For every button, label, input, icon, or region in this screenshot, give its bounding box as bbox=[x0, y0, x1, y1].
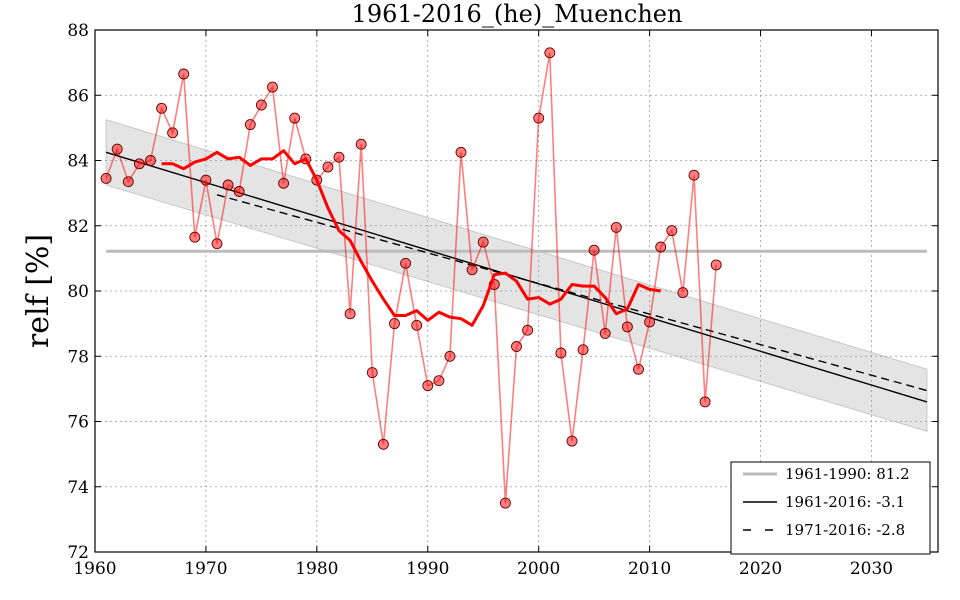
confidence-band-area bbox=[105, 119, 928, 432]
data-point-1965 bbox=[145, 155, 156, 166]
data-point-1961 bbox=[100, 172, 112, 184]
x-tick-label-1980: 1980 bbox=[295, 559, 338, 579]
data-point-1964 bbox=[133, 158, 145, 170]
data-point-2016 bbox=[710, 259, 722, 271]
axis-ticks: 1960 1970 1980 1990 2000 2010 2020 2030 72 74 76 78… bbox=[67, 21, 938, 579]
legend-box bbox=[730, 461, 931, 555]
data-point-1999 bbox=[522, 324, 534, 336]
data-point-2004 bbox=[577, 344, 589, 356]
y-tick-label-76: 76 bbox=[67, 413, 89, 433]
data-point-1987 bbox=[389, 318, 400, 330]
data-point-1998 bbox=[511, 341, 522, 352]
data-point-1988 bbox=[400, 257, 412, 269]
data-point-1981 bbox=[322, 161, 334, 173]
data-point-1969 bbox=[189, 231, 201, 243]
data-point-1963 bbox=[122, 176, 134, 188]
data-point-1997 bbox=[499, 497, 511, 509]
data-point-1962 bbox=[111, 143, 123, 155]
x-tick-label-2000: 2000 bbox=[517, 559, 560, 579]
y-tick-label-86: 86 bbox=[67, 86, 89, 106]
data-point-1986 bbox=[377, 438, 389, 450]
data-point-2011 bbox=[655, 241, 667, 253]
trend-line-4 bbox=[216, 194, 928, 392]
data-point-2012 bbox=[666, 225, 678, 237]
data-point-2009 bbox=[633, 363, 644, 375]
data-point-2008 bbox=[621, 321, 633, 333]
annual-line bbox=[105, 52, 717, 504]
data-point-2010 bbox=[644, 316, 656, 328]
x-tick-label-1990: 1990 bbox=[406, 559, 449, 579]
data-point-1977 bbox=[278, 177, 290, 189]
y-tick-label-84: 84 bbox=[67, 152, 89, 172]
y-tick-label-88: 88 bbox=[67, 21, 89, 41]
data-point-1994 bbox=[466, 264, 478, 276]
data-point-1972 bbox=[222, 179, 234, 191]
data-point-1978 bbox=[289, 112, 301, 124]
y-axis-label: relf [%] bbox=[21, 234, 56, 348]
data-point-1985 bbox=[366, 367, 378, 379]
data-point-1995 bbox=[477, 236, 489, 248]
data-point-2001 bbox=[544, 47, 556, 59]
data-point-1992 bbox=[444, 350, 456, 362]
x-tick-label-2010: 2010 bbox=[628, 559, 671, 579]
x-tick-label-2020: 2020 bbox=[739, 559, 782, 579]
x-tick-label-1960: 1960 bbox=[73, 559, 116, 579]
data-point-2006 bbox=[599, 327, 611, 339]
legend-label-0: 1961-1990: 81.2 bbox=[785, 465, 910, 483]
x-tick-label-2030: 2030 bbox=[850, 559, 893, 579]
confidence-band bbox=[105, 119, 928, 432]
legend-label-1: 1961-2016: -3.1 bbox=[785, 493, 905, 511]
data-point-1968 bbox=[178, 68, 190, 80]
y-tick-label-74: 74 bbox=[67, 478, 89, 498]
data-point-2002 bbox=[555, 347, 567, 359]
moving-average-line bbox=[161, 149, 661, 327]
moving-average-series bbox=[161, 149, 661, 327]
data-point-1989 bbox=[411, 319, 423, 331]
data-point-1976 bbox=[267, 81, 278, 93]
y-tick-label-72: 72 bbox=[67, 543, 89, 563]
data-point-1975 bbox=[255, 99, 267, 111]
data-point-2005 bbox=[588, 244, 600, 256]
y-tick-label-82: 82 bbox=[67, 217, 89, 237]
data-point-1966 bbox=[156, 102, 168, 114]
y-tick-label-80: 80 bbox=[67, 282, 89, 302]
x-tick-label-1970: 1970 bbox=[184, 559, 227, 579]
data-point-2015 bbox=[699, 396, 711, 408]
data-point-1982 bbox=[333, 151, 345, 163]
data-point-2007 bbox=[610, 221, 622, 233]
data-point-1993 bbox=[455, 146, 467, 158]
data-point-1970 bbox=[200, 174, 212, 186]
data-point-1990 bbox=[422, 380, 434, 392]
chart-title: 1961-2016_(he)_Muenchen bbox=[352, 0, 683, 28]
y-tick-label-78: 78 bbox=[67, 347, 89, 367]
data-point-2014 bbox=[688, 169, 700, 181]
data-point-1973 bbox=[233, 186, 245, 197]
data-point-1967 bbox=[167, 127, 179, 139]
data-point-1974 bbox=[244, 119, 256, 131]
data-point-2000 bbox=[533, 112, 545, 124]
data-point-1971 bbox=[211, 238, 223, 250]
data-point-2013 bbox=[677, 287, 689, 299]
data-point-2003 bbox=[566, 435, 578, 447]
annual-series bbox=[100, 47, 722, 509]
data-point-1984 bbox=[355, 138, 367, 150]
legend-label-2: 1971-2016: -2.8 bbox=[785, 521, 905, 539]
data-point-1983 bbox=[344, 308, 356, 320]
data-point-1991 bbox=[433, 375, 445, 387]
legend: 1961-1990: 81.2 1961-2016: -3.1 1971-2016:… bbox=[730, 461, 931, 555]
